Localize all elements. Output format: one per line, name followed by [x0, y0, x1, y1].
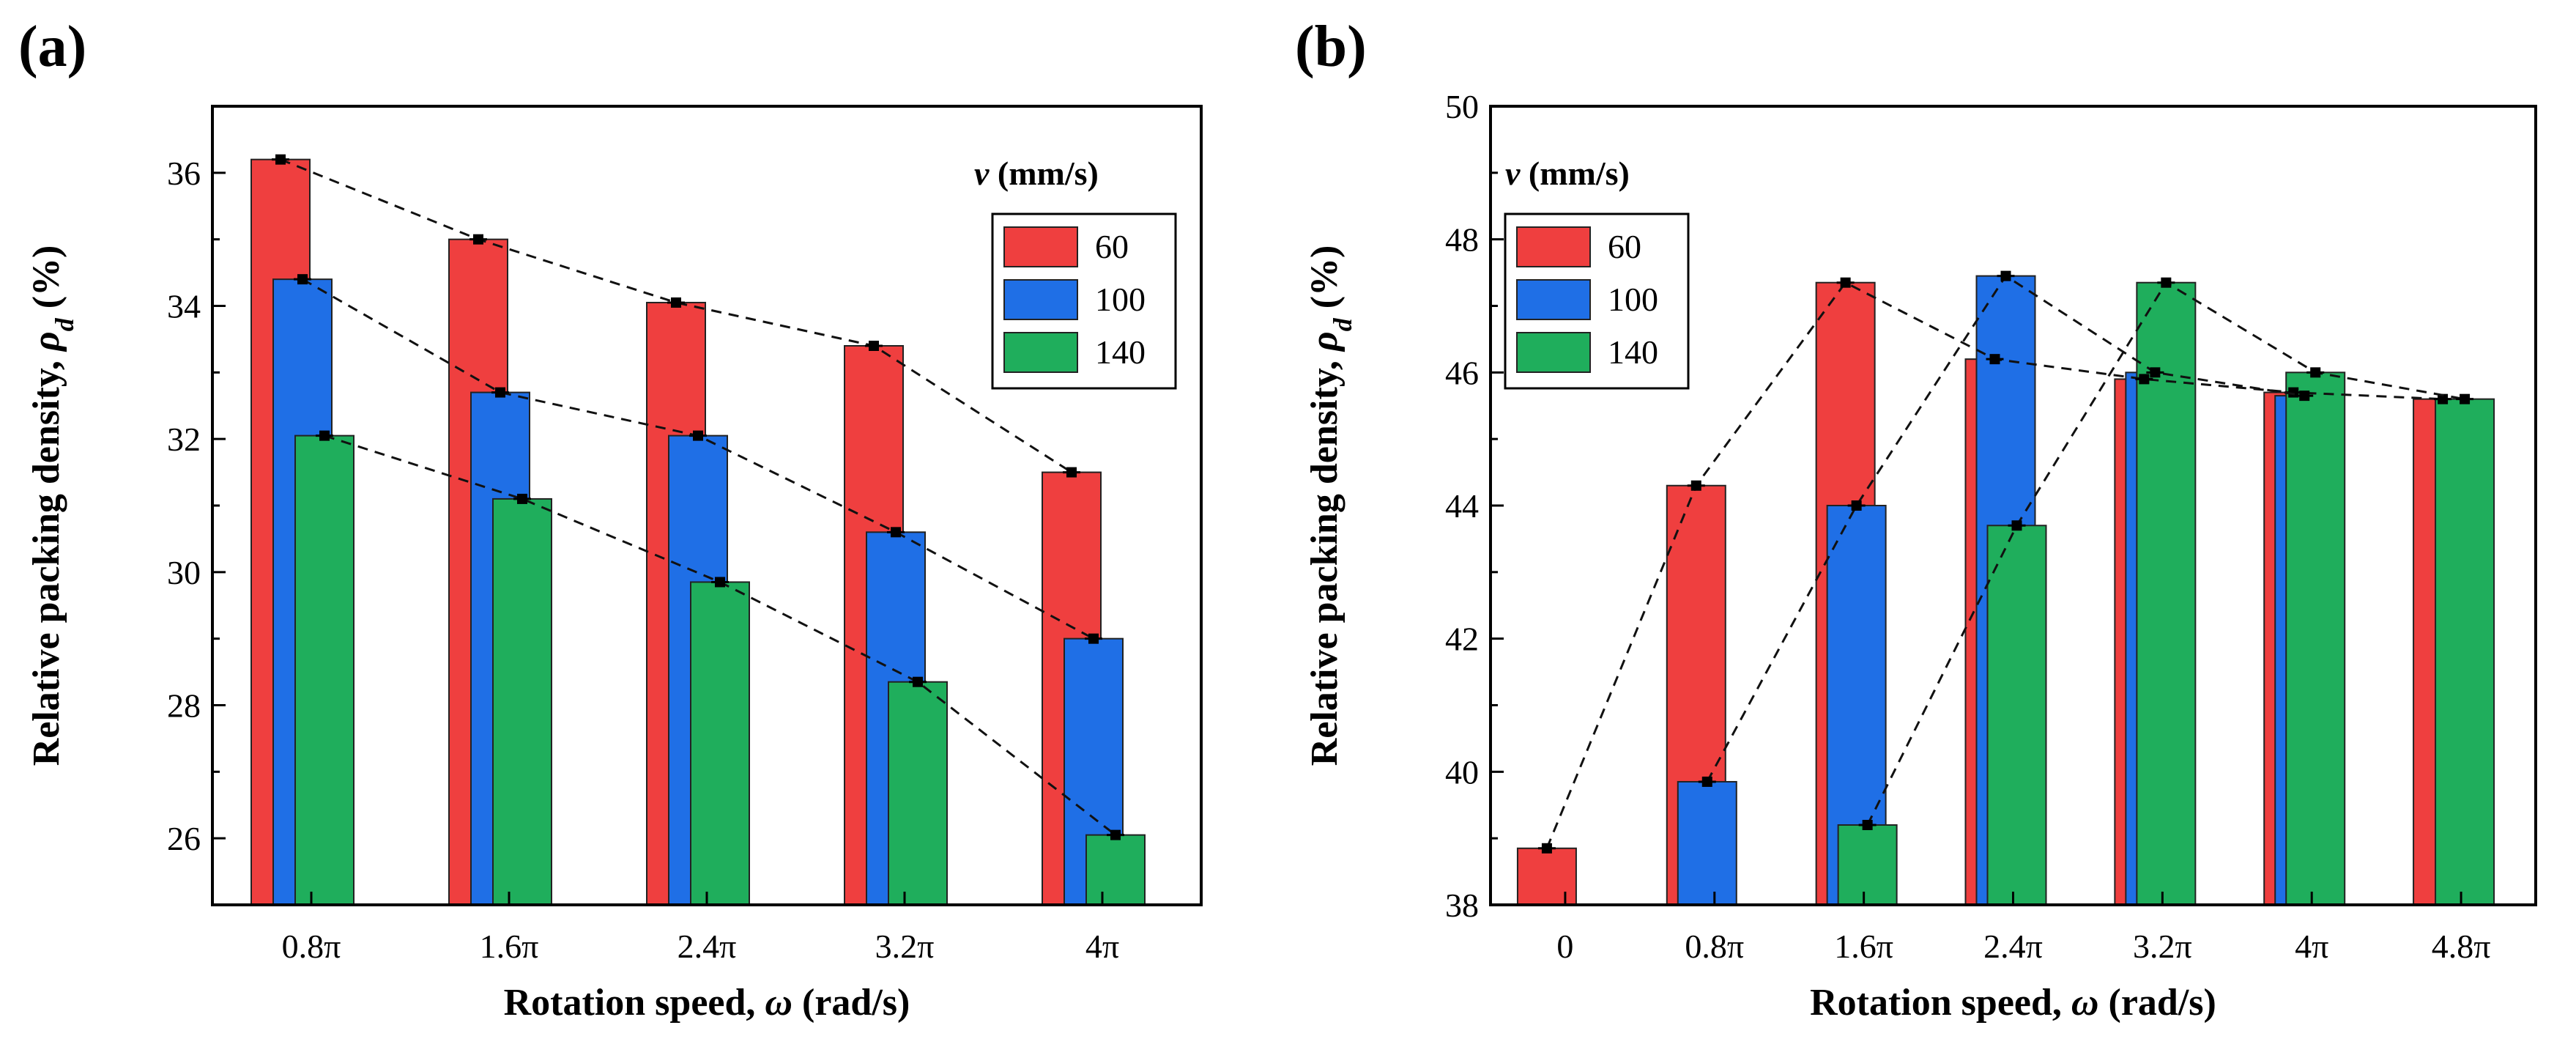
x-tick-label: 3.2π: [875, 928, 935, 965]
legend-swatch-series-60: [1516, 226, 1591, 267]
legend-swatch-series-60: [1003, 226, 1078, 267]
y-tick-label: 28: [167, 687, 201, 725]
legend-label-series-60: 60: [1608, 228, 1641, 265]
x-tick-label: 4.8π: [2432, 928, 2491, 965]
data-marker-series-60-0: [1541, 843, 1552, 854]
panel-label: (a): [18, 15, 86, 79]
bar-series-140-3: [888, 681, 948, 906]
legend-label-series-100: 100: [1608, 281, 1658, 318]
x-tick-label: 0.8π: [282, 928, 341, 965]
y-tick-label: 40: [1445, 753, 1479, 791]
data-marker-series-140-1: [517, 493, 527, 504]
data-marker-series-140-0: [319, 430, 330, 441]
legend: v (mm/s) 60 100 140: [1504, 155, 1690, 390]
y-tick-label: 30: [167, 554, 201, 591]
y-tick-label: 38: [1445, 887, 1479, 924]
data-marker-series-100-3: [2150, 367, 2161, 378]
legend-title: v (mm/s): [974, 155, 1099, 192]
legend-swatch-series-140: [1003, 332, 1078, 373]
bar-series-140-4: [2136, 281, 2197, 906]
x-tick-label: 4π: [2295, 928, 2328, 965]
legend: v (mm/s) 60 100 140: [974, 155, 1177, 390]
y-tick-label: 26: [167, 820, 201, 857]
bar-series-100-1: [1677, 780, 1737, 906]
data-marker-series-140-1: [2011, 520, 2022, 531]
y-tick-label: 44: [1445, 487, 1479, 525]
y-tick-label: 42: [1445, 621, 1479, 658]
bar-series-140-0: [294, 434, 355, 906]
panel-label: (b): [1295, 15, 1367, 79]
data-marker-series-60-4: [2139, 374, 2150, 385]
data-marker-series-140-0: [1862, 820, 1873, 830]
y-tick-label: 32: [167, 421, 201, 458]
data-marker-series-140-3: [2310, 367, 2321, 378]
data-marker-series-140-2: [2161, 277, 2172, 288]
data-marker-series-100-0: [1701, 776, 1712, 787]
x-tick-label: 3.2π: [2133, 928, 2192, 965]
bar-series-140-6: [2435, 398, 2495, 906]
bar-series-140-5: [2285, 371, 2346, 906]
legend-swatch-series-100: [1516, 279, 1591, 320]
x-tick-label: 2.4π: [1983, 928, 2043, 965]
bar-series-140-1: [492, 497, 552, 906]
data-marker-series-60-2: [671, 297, 681, 308]
legend-title: v (mm/s): [1505, 155, 1630, 192]
legend-label-series-100: 100: [1095, 281, 1146, 318]
bar-series-140-3: [1986, 525, 2047, 906]
data-marker-series-60-1: [473, 234, 483, 245]
data-marker-series-140-3: [913, 676, 923, 687]
x-tick-label: 0.8π: [1685, 928, 1744, 965]
x-tick-label: 4π: [1085, 928, 1119, 965]
data-marker-series-100-4: [1088, 633, 1099, 644]
legend-swatch-series-100: [1003, 279, 1078, 320]
data-marker-series-60-6: [2438, 393, 2449, 404]
data-marker-series-140-4: [2460, 393, 2471, 404]
data-marker-series-100-2: [693, 430, 703, 441]
trend-line-series-60: [280, 158, 1072, 473]
data-marker-series-100-1: [1851, 500, 1862, 511]
bar-series-60-0: [1516, 847, 1577, 906]
x-tick-label: 0: [1556, 928, 1573, 965]
data-marker-series-60-0: [275, 154, 286, 165]
x-axis-title: Rotation speed, ω (rad/s): [1810, 982, 2216, 1024]
chart-panel-a: (a) 26 28 30 32 34 36 0.8π 1.6π 2.4π 3.2π 4π Rotatio…: [18, 15, 1203, 1024]
y-tick-label: 50: [1445, 88, 1479, 125]
x-axis-title: Rotation speed, ω (rad/s): [504, 982, 910, 1024]
y-tick-label: 46: [1445, 354, 1479, 391]
data-marker-series-60-1: [1690, 480, 1701, 491]
y-tick-label: 48: [1445, 221, 1479, 259]
legend-label-series-140: 140: [1608, 333, 1658, 371]
data-marker-series-100-3: [891, 527, 901, 538]
data-marker-series-60-3: [1989, 354, 2000, 365]
y-tick-label: 34: [167, 288, 201, 325]
data-marker-series-100-2: [2000, 270, 2011, 281]
legend-label-series-60: 60: [1095, 228, 1129, 265]
data-marker-series-140-4: [1110, 829, 1121, 840]
x-tick-label: 1.6π: [480, 928, 539, 965]
data-marker-series-100-1: [495, 387, 505, 398]
data-marker-series-100-0: [297, 274, 308, 285]
bar-series-140-4: [1085, 834, 1146, 906]
x-tick-label: 2.4π: [678, 928, 737, 965]
legend-swatch-series-140: [1516, 332, 1591, 373]
x-tick-label: 1.6π: [1834, 928, 1893, 965]
data-marker-series-60-2: [1840, 277, 1851, 288]
data-marker-series-60-3: [869, 341, 879, 351]
legend-label-series-140: 140: [1095, 333, 1146, 371]
y-tick-label: 36: [167, 155, 201, 192]
chart-panel-b: (b) 38 40 42 44 46 48 50 0 0.8π 1.6π 2.4π 3.2π 4π 4.8π…: [1295, 15, 2537, 1024]
data-marker-series-60-4: [1066, 467, 1077, 478]
data-marker-series-100-4: [2299, 391, 2310, 402]
y-axis-title: Relative packing density, ρd (%): [26, 245, 79, 766]
bar-series-140-2: [690, 581, 750, 906]
bar-series-140-2: [1837, 824, 1898, 906]
y-axis-title: Relative packing density, ρd (%): [1304, 245, 1357, 766]
data-marker-series-140-2: [715, 577, 725, 588]
